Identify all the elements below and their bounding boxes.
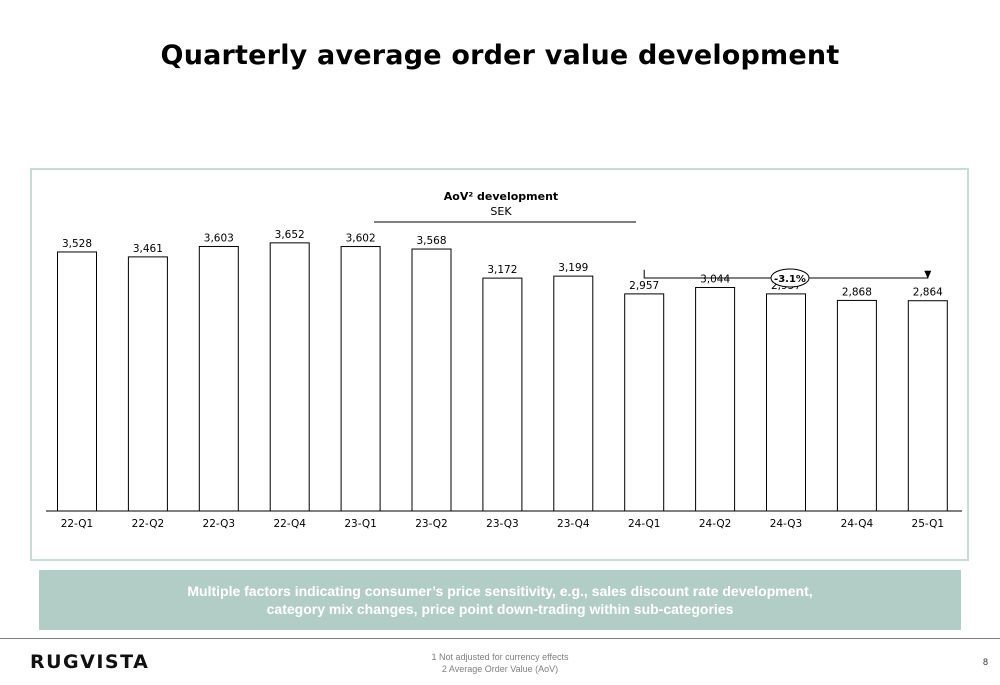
banner-line-1: Multiple factors indicating consumer’s p…	[187, 583, 813, 599]
category-label-24-Q1: 24-Q1	[628, 518, 660, 530]
bar-24-Q4	[836, 299, 877, 512]
value-label-23-Q2: 3,568	[416, 235, 446, 247]
value-label-25-Q1: 2,864	[913, 287, 943, 299]
bar-23-Q3	[482, 277, 523, 512]
footer-divider	[0, 638, 1000, 639]
bar-22-Q4	[269, 242, 310, 512]
annotation-arrowhead	[924, 270, 932, 279]
annotation-badge	[770, 268, 810, 288]
bar-25-Q1	[907, 300, 948, 512]
footnote-1: 1 Not adjusted for currency effects	[431, 652, 569, 662]
value-label-23-Q3: 3,172	[487, 264, 517, 276]
bar-24-Q1	[624, 293, 665, 512]
category-label-22-Q4: 22-Q4	[273, 518, 306, 530]
bar-23-Q4	[553, 275, 594, 512]
bar-22-Q1	[57, 251, 97, 512]
category-label-23-Q3: 23-Q3	[486, 518, 518, 530]
category-label-23-Q2: 23-Q2	[415, 518, 447, 530]
category-label-25-Q1: 25-Q1	[912, 518, 944, 530]
value-label-22-Q1: 3,528	[62, 238, 92, 250]
value-label-24-Q1: 2,957	[629, 280, 659, 292]
category-label-22-Q2: 22-Q2	[132, 518, 164, 530]
banner-line-2: category mix changes, price point down-t…	[266, 601, 734, 617]
rugvista-logo: RUGVISTA	[30, 651, 150, 673]
bar-24-Q3	[766, 293, 806, 512]
category-label-22-Q1: 22-Q1	[61, 518, 93, 530]
value-label-22-Q2: 3,461	[133, 243, 163, 255]
category-label-24-Q3: 24-Q3	[770, 518, 802, 530]
chart-panel: AoV² development SEK 3,528 22-Q1 3,461 22-Q…	[30, 168, 969, 561]
category-label-23-Q1: 23-Q1	[344, 518, 376, 530]
footnote-2: 2 Average Order Value (AoV)	[441, 664, 559, 674]
chart-title: AoV² development	[444, 190, 558, 203]
bar-22-Q2	[127, 256, 168, 512]
category-label-24-Q2: 24-Q2	[699, 518, 731, 530]
category-label-24-Q4: 24-Q4	[841, 518, 874, 530]
chart-subtitle: SEK	[490, 205, 512, 218]
category-label-23-Q4: 23-Q4	[557, 518, 590, 530]
footnotes: 1 Not adjusted for currency effects 2 Av…	[380, 651, 620, 675]
insight-banner: Multiple factors indicating consumer’s p…	[39, 570, 961, 630]
growth-annotation: -3.1%	[643, 268, 932, 288]
value-label-24-Q4: 2,868	[842, 286, 872, 298]
value-label-22-Q4: 3,652	[275, 229, 305, 241]
category-label-22-Q3: 22-Q3	[203, 518, 235, 530]
page-number: 8	[982, 657, 988, 667]
bar-23-Q1	[340, 246, 381, 512]
value-label-23-Q4: 3,199	[558, 262, 588, 274]
bars-group: 3,528 22-Q1 3,461 22-Q2 3,603 22-Q3 3,652 22-Q4…	[46, 229, 962, 530]
bar-23-Q2	[411, 248, 452, 512]
bar-22-Q3	[198, 245, 239, 512]
value-label-23-Q1: 3,602	[346, 233, 376, 245]
value-label-22-Q3: 3,603	[204, 232, 234, 244]
bar-chart: AoV² development SEK 3,528 22-Q1 3,461 22-Q…	[46, 190, 962, 530]
bar-24-Q2	[695, 287, 736, 512]
page-title: Quarterly average order value developmen…	[160, 40, 840, 71]
annotation-label: -3.1%	[774, 274, 806, 285]
value-label-24-Q2: 3,044	[700, 274, 730, 286]
